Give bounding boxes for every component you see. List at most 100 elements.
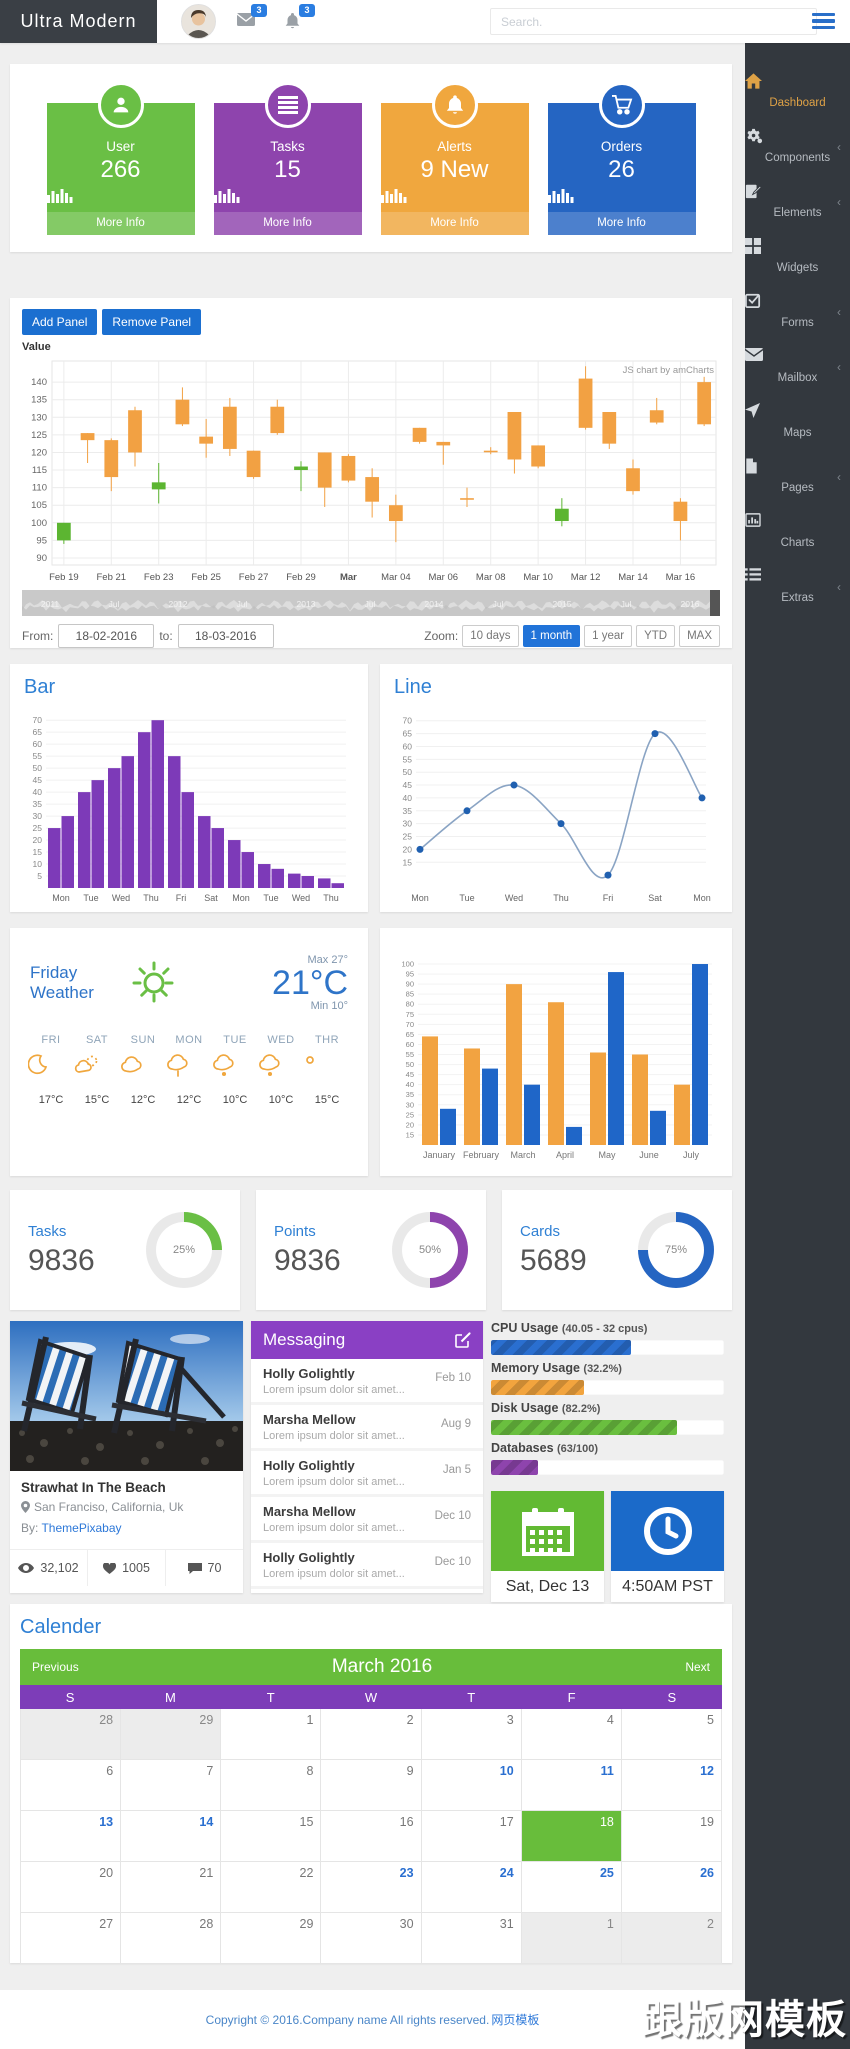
add-panel-button[interactable]: Add Panel (22, 309, 98, 335)
svg-text:2012: 2012 (169, 599, 188, 609)
more-info-link[interactable]: More Info (547, 212, 696, 235)
notifications-icon[interactable]: 3 (285, 4, 315, 29)
stat-card-orders[interactable]: Orders 26 More Info (547, 82, 696, 235)
calendar-cell[interactable]: 27 (21, 1913, 122, 1964)
calendar-cell[interactable]: 1 (521, 1913, 622, 1964)
comments-stat[interactable]: 70 (166, 1550, 243, 1586)
svg-text:20: 20 (33, 835, 43, 845)
calendar-cell[interactable]: 19 (621, 1811, 722, 1862)
calendar-cell[interactable]: 12 (621, 1760, 722, 1811)
chart-navigator-scrollbar[interactable]: 2011 Jul 2012 Jul 2013 Jul 2014 Jul 2015 Jul 2016 (22, 590, 720, 616)
sidebar-item-widgets[interactable]: Widgets (745, 230, 850, 285)
calendar-cell[interactable]: 31 (421, 1913, 522, 1964)
zoom-button-ytd[interactable]: YTD (636, 625, 676, 647)
remove-panel-button[interactable]: Remove Panel (102, 309, 202, 335)
to-date-input[interactable] (177, 624, 274, 648)
calendar-cell[interactable]: 26 (621, 1862, 722, 1913)
sidebar-item-mailbox[interactable]: Mailbox ‹ (745, 340, 850, 395)
date-tile[interactable]: Sat, Dec 13 (491, 1491, 604, 1602)
zoom-button-10-days[interactable]: 10 days (462, 625, 519, 647)
more-info-link[interactable]: More Info (380, 212, 529, 235)
calendar-cell[interactable]: 17 (421, 1811, 522, 1862)
calendar-cell[interactable]: 10 (421, 1760, 522, 1811)
mailbox-icon (745, 348, 850, 365)
calendar-cell[interactable]: 24 (421, 1862, 522, 1913)
calendar-cell[interactable]: 21 (121, 1862, 222, 1913)
brand-logo[interactable]: Ultra Modern (0, 0, 157, 43)
calendar-cell[interactable]: 11 (521, 1760, 622, 1811)
sidebar-item-forms[interactable]: Forms ‹ (745, 285, 850, 340)
calendar-next-button[interactable]: Next (685, 1660, 710, 1674)
forecast-day-label: TUE (223, 1034, 247, 1046)
compose-icon[interactable] (455, 1332, 471, 1348)
donut-text: Cards 5689 (520, 1223, 587, 1278)
zoom-button-1-month[interactable]: 1 month (522, 625, 581, 647)
sidebar-item-components[interactable]: Components ‹ (745, 120, 850, 175)
message-row[interactable]: Holly Golightly Lorem ipsum dolor sit ame… (251, 1359, 483, 1405)
calendar-cell[interactable]: 8 (221, 1760, 322, 1811)
calendar-cell[interactable]: 15 (221, 1811, 322, 1862)
calendar-cell[interactable]: 2 (321, 1709, 422, 1760)
sidebar-item-maps[interactable]: Maps (745, 395, 850, 450)
calendar-cell[interactable]: 29 (221, 1913, 322, 1964)
message-row[interactable]: Holly Golightly Lorem ipsum dolor sit ame… (251, 1543, 483, 1589)
location-pin-icon (21, 1501, 30, 1513)
sidebar-item-extras[interactable]: Extras ‹ (745, 560, 850, 615)
messages-icon[interactable]: 3 (237, 4, 267, 29)
calendar-cell[interactable]: 5 (621, 1709, 722, 1760)
calendar-cell[interactable]: 2 (621, 1913, 722, 1964)
sidebar-item-pages[interactable]: Pages ‹ (745, 450, 850, 505)
sidebar-item-dashboard[interactable]: Dashboard (745, 65, 850, 120)
calendar-cell[interactable]: 30 (321, 1913, 422, 1964)
user-avatar[interactable] (181, 4, 216, 39)
message-row[interactable]: Holly Golightly Lorem ipsum dolor sit ame… (251, 1451, 483, 1497)
calendar-cell[interactable]: 7 (121, 1760, 222, 1811)
calendar-cell[interactable]: 22 (221, 1862, 322, 1913)
calendar-cell[interactable]: 23 (321, 1862, 422, 1913)
forecast-day-thr: THR 15°C (304, 1034, 350, 1106)
menu-toggle-icon[interactable] (812, 13, 835, 29)
footer-link[interactable]: 网页模板 (491, 2013, 540, 2027)
sidebar-item-charts[interactable]: Charts (745, 505, 850, 560)
message-row[interactable]: Marsha Mellow Lorem ipsum dolor sit amet.… (251, 1497, 483, 1543)
search-input[interactable] (490, 8, 817, 35)
svg-text:Feb 23: Feb 23 (144, 572, 174, 583)
views-stat[interactable]: 32,102 (10, 1550, 88, 1586)
calendar-cell[interactable]: 6 (21, 1760, 122, 1811)
calendar-cell[interactable]: 25 (521, 1862, 622, 1913)
calendar-cell[interactable]: 9 (321, 1760, 422, 1811)
zoom-button-1-year[interactable]: 1 year (584, 625, 633, 647)
time-tile[interactable]: 4:50AM PST (611, 1491, 724, 1602)
calendar-cell[interactable]: 28 (21, 1709, 122, 1760)
calendar-previous-button[interactable]: Previous (32, 1660, 79, 1674)
calendar-cell[interactable]: 18 (521, 1811, 622, 1862)
svg-text:15: 15 (403, 857, 413, 867)
calendar-cell[interactable]: 16 (321, 1811, 422, 1862)
more-info-link[interactable]: More Info (213, 212, 362, 235)
stat-card-tasks[interactable]: Tasks 15 More Info (213, 82, 362, 235)
zoom-button-max[interactable]: MAX (679, 625, 720, 647)
calendar-cell[interactable]: 13 (21, 1811, 122, 1862)
message-row[interactable]: Marsha Mellow Lorem ipsum dolor sit amet.… (251, 1405, 483, 1451)
from-date-input[interactable] (58, 624, 155, 648)
message-date: Dec 10 (434, 1510, 471, 1522)
svg-text:20: 20 (403, 844, 413, 854)
calendar-cell[interactable]: 29 (121, 1709, 222, 1760)
message-preview: Lorem ipsum dolor sit amet... (263, 1522, 405, 1534)
stat-card-user[interactable]: User 266 More Info (46, 82, 195, 235)
stat-card-circle (97, 82, 144, 128)
calendar-cell[interactable]: 28 (121, 1913, 222, 1964)
calendar-cell[interactable]: 1 (221, 1709, 322, 1760)
stat-card-alerts[interactable]: Alerts 9 New More Info (380, 82, 529, 235)
likes-stat[interactable]: 1005 (88, 1550, 166, 1586)
svg-text:30: 30 (406, 1100, 414, 1109)
calendar-cell[interactable]: 4 (521, 1709, 622, 1760)
more-info-link[interactable]: More Info (46, 212, 195, 235)
photo-author-link[interactable]: ThemePixabay (41, 1521, 122, 1535)
sidebar-item-elements[interactable]: Elements ‹ (745, 175, 850, 230)
column-chart-panel: 15 20 25 30 35 40 45 50 55 60 65 70 75 80 85 90 95 100 Jan… (380, 928, 732, 1176)
calendar-cell[interactable]: 20 (21, 1862, 122, 1913)
forecast-day-fri: FRI 17°C (28, 1034, 74, 1106)
calendar-cell[interactable]: 3 (421, 1709, 522, 1760)
calendar-cell[interactable]: 14 (121, 1811, 222, 1862)
